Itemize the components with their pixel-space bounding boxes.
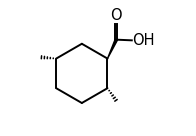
Text: O: O [111,8,122,23]
Text: OH: OH [132,33,155,48]
Polygon shape [107,39,117,59]
